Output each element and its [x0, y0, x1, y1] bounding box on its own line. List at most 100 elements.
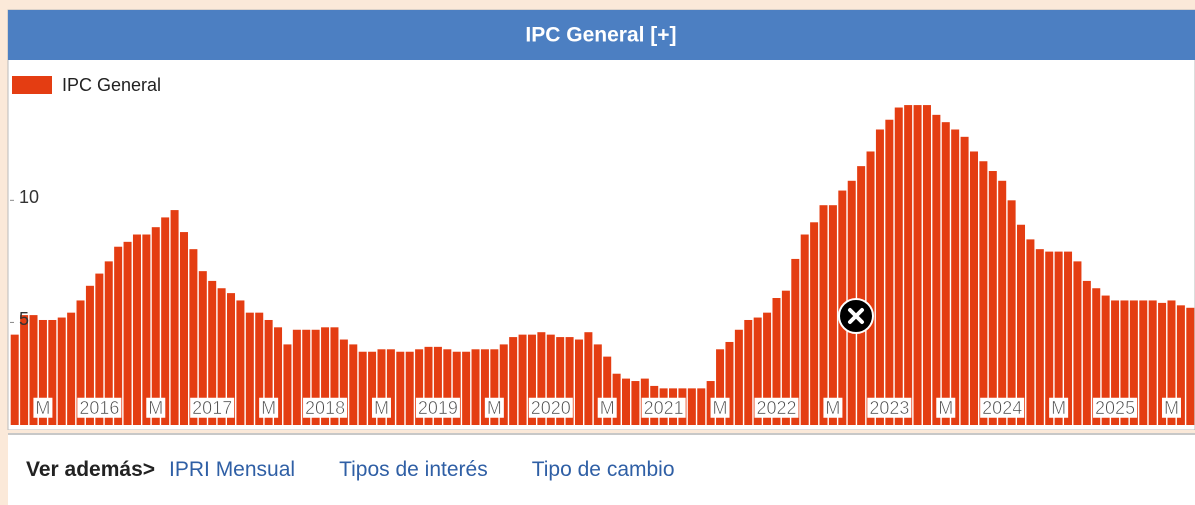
bar — [114, 246, 123, 425]
x-tick-bg — [980, 397, 1025, 418]
x-tick-bg — [371, 397, 391, 418]
bar — [593, 344, 602, 425]
bar — [132, 234, 141, 425]
bar — [452, 351, 461, 425]
bar — [415, 349, 424, 425]
x-tick-label: 2024 — [982, 398, 1022, 418]
x-tick-label: 2020 — [531, 398, 571, 418]
x-tick-bg — [77, 397, 122, 418]
x-tick-label: M — [148, 398, 163, 418]
bar — [537, 332, 546, 425]
x-tick: M — [484, 397, 504, 418]
x-tick-label: 2023 — [869, 398, 909, 418]
x-tick: 2023 — [867, 397, 912, 418]
bar — [810, 222, 819, 425]
bar — [1148, 300, 1157, 425]
bar — [969, 151, 978, 425]
x-tick-label: M — [938, 398, 953, 418]
bar — [67, 312, 76, 425]
bar — [584, 332, 593, 425]
bar — [546, 334, 555, 425]
x-tick-bg — [597, 397, 617, 418]
x-tick-bg — [484, 397, 504, 418]
bar — [358, 351, 367, 425]
x-tick-label: M — [1051, 398, 1066, 418]
x-tick: M — [823, 397, 843, 418]
legend-label: IPC General — [62, 75, 161, 95]
bar — [565, 337, 574, 425]
x-tick-bg — [641, 397, 686, 418]
bar — [687, 388, 696, 425]
x-tick: M — [371, 397, 391, 418]
bar — [85, 285, 94, 425]
bar — [311, 329, 320, 425]
bar — [480, 349, 489, 425]
bar — [894, 107, 903, 426]
bar — [48, 319, 57, 425]
see-also-bar: Ver además> IPRI Mensual Tipos de interé… — [8, 433, 1195, 505]
x-tick-bg — [936, 397, 956, 418]
bar — [1129, 300, 1138, 425]
bar — [509, 337, 518, 425]
bar — [368, 351, 377, 425]
bar — [960, 136, 969, 426]
bar — [462, 351, 471, 425]
bar — [1186, 307, 1195, 425]
bar — [527, 334, 536, 425]
bar — [1026, 239, 1035, 425]
bar — [1007, 200, 1016, 425]
x-tick-bg — [754, 397, 799, 418]
bar — [791, 258, 800, 425]
bar — [574, 339, 583, 425]
y-tick-label: 5 — [19, 309, 29, 329]
x-tick-bg — [1093, 397, 1138, 418]
bar — [38, 319, 47, 425]
x-tick: 2025 — [1093, 397, 1138, 418]
x-tick-label: M — [487, 398, 502, 418]
bar — [1035, 249, 1044, 425]
bar — [753, 317, 762, 425]
x-tick-bg — [415, 397, 460, 418]
x-tick: M — [33, 397, 53, 418]
bar — [1139, 300, 1148, 425]
bar — [161, 217, 170, 425]
x-tick-bg — [710, 397, 730, 418]
x-tick-label: 2019 — [418, 398, 458, 418]
bar — [245, 312, 254, 425]
close-icon[interactable] — [838, 298, 874, 334]
bar — [1073, 261, 1082, 425]
link[interactable]: IPRI Mensual — [169, 458, 296, 481]
link[interactable]: Tipo de cambio — [531, 458, 675, 481]
x-tick-bg — [146, 397, 166, 418]
bar — [772, 298, 781, 425]
bar — [988, 171, 997, 425]
bar — [236, 300, 245, 425]
bar — [339, 339, 348, 425]
bar — [217, 288, 226, 425]
bar — [386, 349, 395, 425]
bar — [1064, 251, 1073, 425]
bar — [321, 327, 330, 425]
bar — [904, 105, 913, 425]
x-tick: M — [146, 397, 166, 418]
chart-header[interactable] — [8, 10, 1195, 60]
bar — [151, 227, 160, 425]
x-tick-bg — [1161, 397, 1181, 418]
bar — [697, 388, 706, 425]
x-tick: 2017 — [190, 397, 235, 418]
bar — [283, 344, 292, 425]
bar — [198, 271, 207, 425]
x-tick: 2021 — [641, 397, 686, 418]
bar — [1045, 251, 1054, 425]
bar — [1111, 300, 1120, 425]
x-tick-bg — [259, 397, 279, 418]
link[interactable]: Tipos de interés — [339, 458, 488, 481]
bar — [1176, 305, 1185, 425]
bar — [424, 346, 433, 425]
bar — [885, 119, 894, 425]
chart-title[interactable]: IPC General [+] — [525, 24, 676, 47]
bar — [189, 249, 198, 425]
x-tick-label: M — [374, 398, 389, 418]
x-tick-label: M — [600, 398, 615, 418]
